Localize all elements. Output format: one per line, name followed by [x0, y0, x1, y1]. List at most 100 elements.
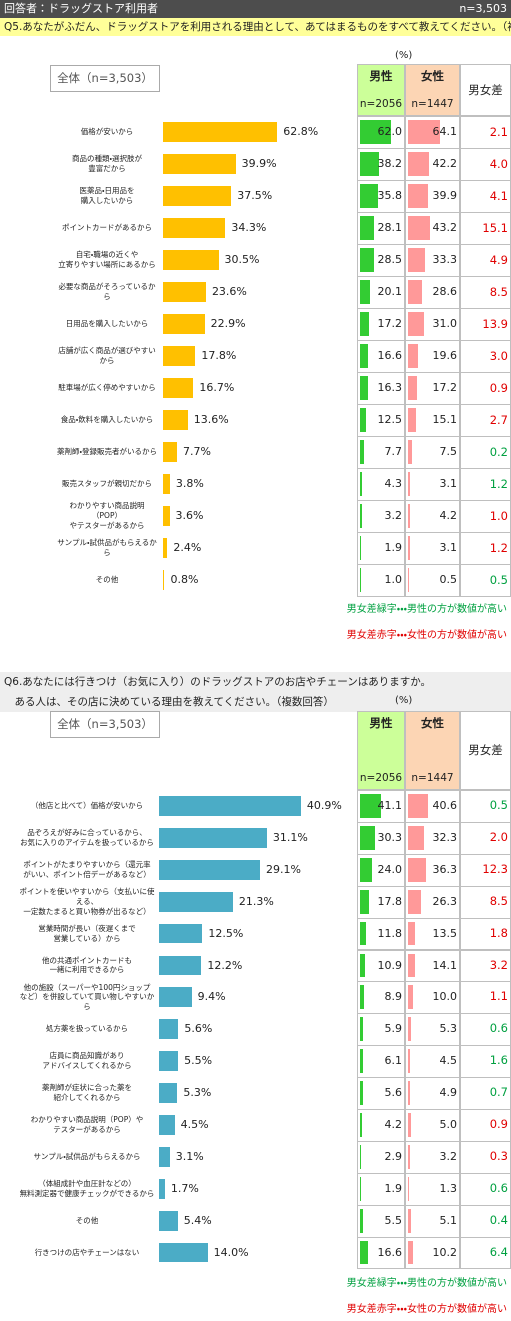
category-label: 店員に商品知識があり アドバイスしてくれるから [42, 1051, 132, 1071]
value-label: 34.3% [231, 221, 267, 234]
category-label: 医薬品・日用品を 購入したいから [79, 186, 135, 205]
value-label: 16.7% [199, 381, 235, 394]
header-bar: 回答者：ドラッグストア利用者 n=3,503 [0, 0, 511, 18]
diff-value: 1.2 [489, 541, 508, 555]
bar [159, 796, 301, 816]
category-label: 自宅・職場の近くや 立寄りやすい場所にあるから [58, 250, 156, 269]
table-cell [357, 564, 405, 597]
mini-bar [360, 312, 369, 336]
cell-value: 5.5 [384, 1213, 403, 1227]
cell-value: 4.5 [439, 1054, 458, 1068]
total-label: 全体（n=3,503） [50, 711, 160, 738]
mini-bar [360, 1081, 363, 1105]
column-n: n=2056 [359, 772, 403, 784]
mini-bar [408, 184, 428, 208]
mini-bar [408, 472, 410, 496]
category-label: 食品・飲料を購入したいから [60, 415, 154, 425]
mini-bar [408, 120, 441, 144]
bar [163, 538, 168, 558]
mini-bar [408, 889, 422, 914]
mini-bar [408, 1144, 410, 1169]
value-label: 37.5% [237, 189, 273, 202]
cell-value: 13.5 [432, 926, 458, 940]
category-label: 他の施設（スーパーや100円ショップ など）を併設していて買い物しやすいから [19, 982, 155, 1012]
mini-bar [408, 408, 416, 432]
value-label: 39.9% [241, 157, 277, 170]
category-label: 他の共通ポイントカードも 一緒に利用できるから [42, 955, 132, 975]
diff-value: 0.4 [489, 1212, 508, 1227]
bar [159, 987, 192, 1008]
value-label: 29.1% [265, 862, 301, 876]
bar [159, 955, 202, 976]
cell-value: 17.2 [432, 381, 458, 394]
diff-value: 8.5 [489, 285, 508, 299]
cell-value: 5.0 [439, 1118, 458, 1131]
cell-value: 17.8 [377, 894, 403, 908]
mini-bar [360, 1017, 363, 1042]
mini-bar [408, 794, 429, 818]
diff-value: 1.8 [489, 925, 508, 940]
value-label: 21.3% [238, 894, 274, 908]
question: Q5.あなたがふだん、ドラッグストアを利用される理由として、あてはまるものをすべ… [0, 18, 511, 36]
mini-bar [360, 472, 363, 496]
bar [163, 570, 165, 590]
mini-bar [360, 1049, 364, 1074]
category-label: わかりやすい商品説明（POP）や テスターがあるから [30, 1115, 144, 1134]
diff-value: 13.9 [482, 317, 508, 331]
question: ある人は、その店に決めている理由を教えてください。（複数回答） [0, 692, 511, 712]
bar [159, 1115, 175, 1135]
cell-value: 40.6 [432, 799, 458, 812]
value-label: 40.9% [306, 799, 342, 812]
mini-bar [360, 120, 391, 144]
mini-bar [408, 1176, 409, 1201]
value-label: 62.8% [283, 125, 319, 138]
category-label: その他 [75, 1215, 99, 1225]
mini-bar [408, 1208, 411, 1233]
category-label: （体組成計や血圧計などの） 無料測定器で健康チェックができるから [19, 1178, 155, 1198]
cell-value: 26.3 [432, 894, 458, 908]
mini-bar [408, 248, 425, 272]
bar [159, 827, 267, 848]
value-label: 31.1% [272, 830, 308, 844]
column-n: n=1447 [411, 772, 454, 784]
mini-bar [408, 1113, 411, 1137]
mini-bar [408, 440, 412, 464]
mini-bar [408, 1240, 414, 1265]
question: Q6.あなたには行きつけ（お気に入り）のドラッグストアのお店やチェーンはあります… [0, 672, 511, 692]
bar [159, 1019, 179, 1040]
mini-bar [360, 921, 366, 946]
cell-value: 3.2 [439, 1149, 458, 1163]
cell-value: 7.5 [439, 445, 458, 458]
mini-bar [408, 985, 413, 1010]
category-label: サンプル・試供品がもらえるから [57, 538, 157, 557]
mini-bar [360, 504, 362, 528]
mini-bar [360, 1240, 369, 1265]
mini-bar [360, 344, 369, 368]
bar [159, 1210, 178, 1231]
header-label: 回答者：ドラッグストア利用者 [4, 2, 158, 15]
value-label: 5.4% [183, 1213, 212, 1227]
bar [163, 218, 226, 238]
column-n: n=1447 [411, 98, 454, 110]
table-cell [357, 1236, 405, 1270]
mini-bar [360, 408, 367, 432]
bar [163, 474, 170, 494]
cell-value: 31.0 [432, 317, 458, 330]
total-label: 全体（n=3,503） [50, 65, 160, 92]
mini-bar [360, 953, 366, 978]
diff-value: 4.0 [489, 157, 508, 171]
mini-bar [408, 536, 410, 560]
diff-value: 3.2 [489, 957, 508, 972]
cell-value: 12.5 [377, 413, 403, 426]
cell-value: 10.0 [432, 990, 458, 1004]
value-label: 14.0% [213, 1245, 249, 1259]
bar [159, 891, 233, 912]
category-label: 品ぞろえが好みに合っているから、 お気に入りのアイテムを扱っているから [20, 828, 154, 847]
note: 男女差赤字・・・女性の方が数値が高い [346, 630, 507, 641]
value-label: 5.3% [183, 1086, 212, 1100]
table-cell [405, 564, 460, 597]
cell-value: 19.6 [432, 349, 458, 362]
column-name: 男性 [369, 716, 393, 730]
mini-bar [408, 216, 430, 240]
